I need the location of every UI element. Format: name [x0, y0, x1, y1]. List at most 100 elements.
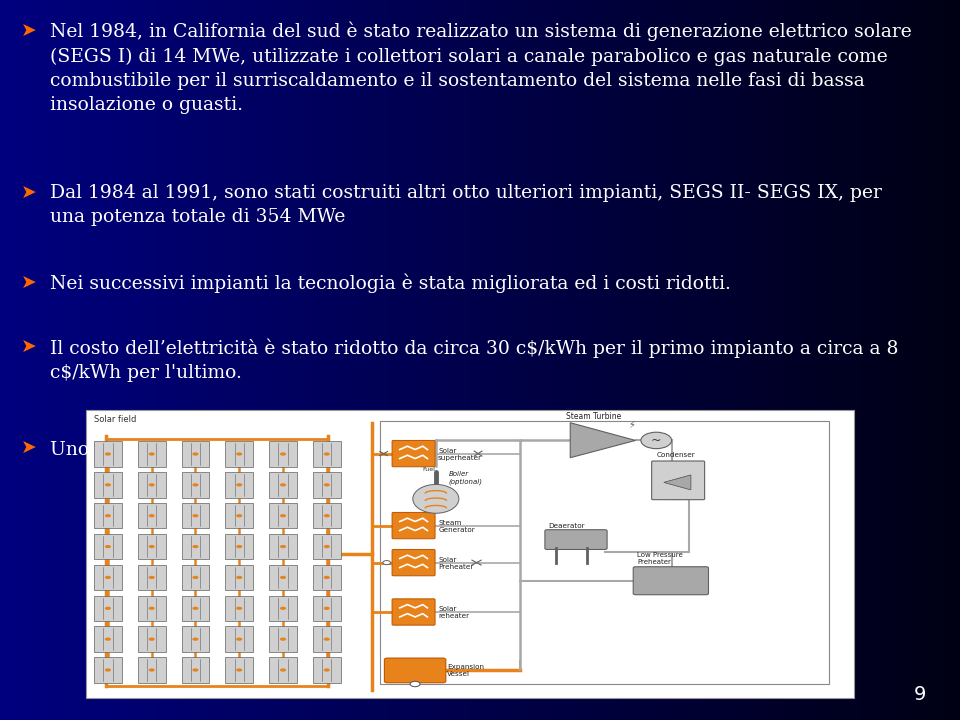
Circle shape: [149, 483, 155, 487]
Text: Condenser: Condenser: [657, 452, 695, 458]
Text: Nel 1984, in California del sud è stato realizzato un sistema di generazione ele: Nel 1984, in California del sud è stato …: [50, 22, 912, 114]
Circle shape: [149, 452, 155, 456]
Bar: [181, 626, 209, 652]
Circle shape: [280, 576, 286, 579]
Ellipse shape: [413, 485, 459, 513]
Bar: [313, 657, 341, 683]
Circle shape: [324, 668, 330, 672]
Bar: [94, 472, 122, 498]
Text: Fuel: Fuel: [422, 467, 436, 472]
Text: Steam
Generator: Steam Generator: [438, 520, 475, 533]
Circle shape: [280, 483, 286, 487]
Bar: [138, 503, 165, 528]
Text: Solar
reheater: Solar reheater: [438, 606, 469, 619]
FancyBboxPatch shape: [392, 599, 435, 625]
Circle shape: [236, 668, 242, 672]
Bar: [226, 626, 253, 652]
Circle shape: [105, 483, 111, 487]
FancyBboxPatch shape: [545, 530, 607, 549]
Circle shape: [192, 483, 199, 487]
Bar: [313, 534, 341, 559]
Text: ➤: ➤: [21, 22, 36, 40]
Circle shape: [105, 452, 111, 456]
Text: Il costo dell’elettricità è stato ridotto da circa 30 c$/kWh per il primo impian: Il costo dell’elettricità è stato ridott…: [50, 338, 899, 382]
Circle shape: [280, 452, 286, 456]
Bar: [181, 595, 209, 621]
Text: Boiler
(optional): Boiler (optional): [449, 472, 483, 485]
Bar: [181, 472, 209, 498]
FancyBboxPatch shape: [392, 549, 435, 576]
Circle shape: [192, 452, 199, 456]
Circle shape: [641, 432, 672, 449]
Bar: [181, 564, 209, 590]
Circle shape: [105, 545, 111, 548]
Circle shape: [410, 681, 420, 687]
Bar: [313, 564, 341, 590]
Bar: [226, 472, 253, 498]
Bar: [181, 503, 209, 528]
Circle shape: [149, 637, 155, 641]
Circle shape: [192, 637, 199, 641]
Bar: [269, 472, 297, 498]
Bar: [313, 503, 341, 528]
Circle shape: [192, 545, 199, 548]
Text: Uno schema del SEGS IX è riportato in figura: Uno schema del SEGS IX è riportato in fi…: [50, 439, 483, 459]
Bar: [269, 564, 297, 590]
Bar: [181, 441, 209, 467]
Circle shape: [236, 545, 242, 548]
Bar: [226, 534, 253, 559]
Circle shape: [236, 483, 242, 487]
Bar: [94, 534, 122, 559]
Circle shape: [324, 576, 330, 579]
Circle shape: [280, 637, 286, 641]
Circle shape: [280, 668, 286, 672]
Bar: [94, 564, 122, 590]
Circle shape: [149, 545, 155, 548]
Circle shape: [149, 668, 155, 672]
Bar: [269, 626, 297, 652]
Circle shape: [105, 637, 111, 641]
Circle shape: [192, 514, 199, 518]
Bar: [94, 441, 122, 467]
Bar: [226, 503, 253, 528]
Text: ~: ~: [651, 434, 661, 447]
Text: ➤: ➤: [21, 439, 36, 458]
Circle shape: [105, 514, 111, 518]
Text: ➤: ➤: [21, 184, 36, 202]
Bar: [226, 657, 253, 683]
Circle shape: [280, 514, 286, 518]
Text: Deaerator: Deaerator: [549, 523, 586, 528]
Circle shape: [324, 514, 330, 518]
Bar: [269, 657, 297, 683]
Circle shape: [192, 607, 199, 610]
Bar: [269, 534, 297, 559]
Bar: [138, 595, 165, 621]
FancyBboxPatch shape: [86, 410, 854, 698]
Circle shape: [236, 514, 242, 518]
Bar: [138, 564, 165, 590]
Bar: [269, 595, 297, 621]
Bar: [313, 441, 341, 467]
Circle shape: [280, 545, 286, 548]
Circle shape: [324, 483, 330, 487]
Bar: [181, 657, 209, 683]
Text: Steam Turbine: Steam Turbine: [566, 413, 622, 421]
Bar: [313, 626, 341, 652]
Text: 9: 9: [914, 685, 926, 704]
Polygon shape: [664, 475, 691, 490]
Circle shape: [324, 607, 330, 610]
Bar: [138, 441, 165, 467]
Text: Low Pressure
Preheater: Low Pressure Preheater: [637, 552, 683, 564]
Circle shape: [236, 452, 242, 456]
Bar: [226, 564, 253, 590]
FancyBboxPatch shape: [392, 441, 435, 467]
FancyBboxPatch shape: [384, 658, 445, 683]
FancyBboxPatch shape: [392, 513, 435, 539]
Circle shape: [105, 576, 111, 579]
Polygon shape: [570, 423, 636, 458]
Bar: [226, 595, 253, 621]
Bar: [94, 595, 122, 621]
Bar: [226, 441, 253, 467]
Circle shape: [236, 576, 242, 579]
Text: Solar field: Solar field: [94, 415, 136, 424]
